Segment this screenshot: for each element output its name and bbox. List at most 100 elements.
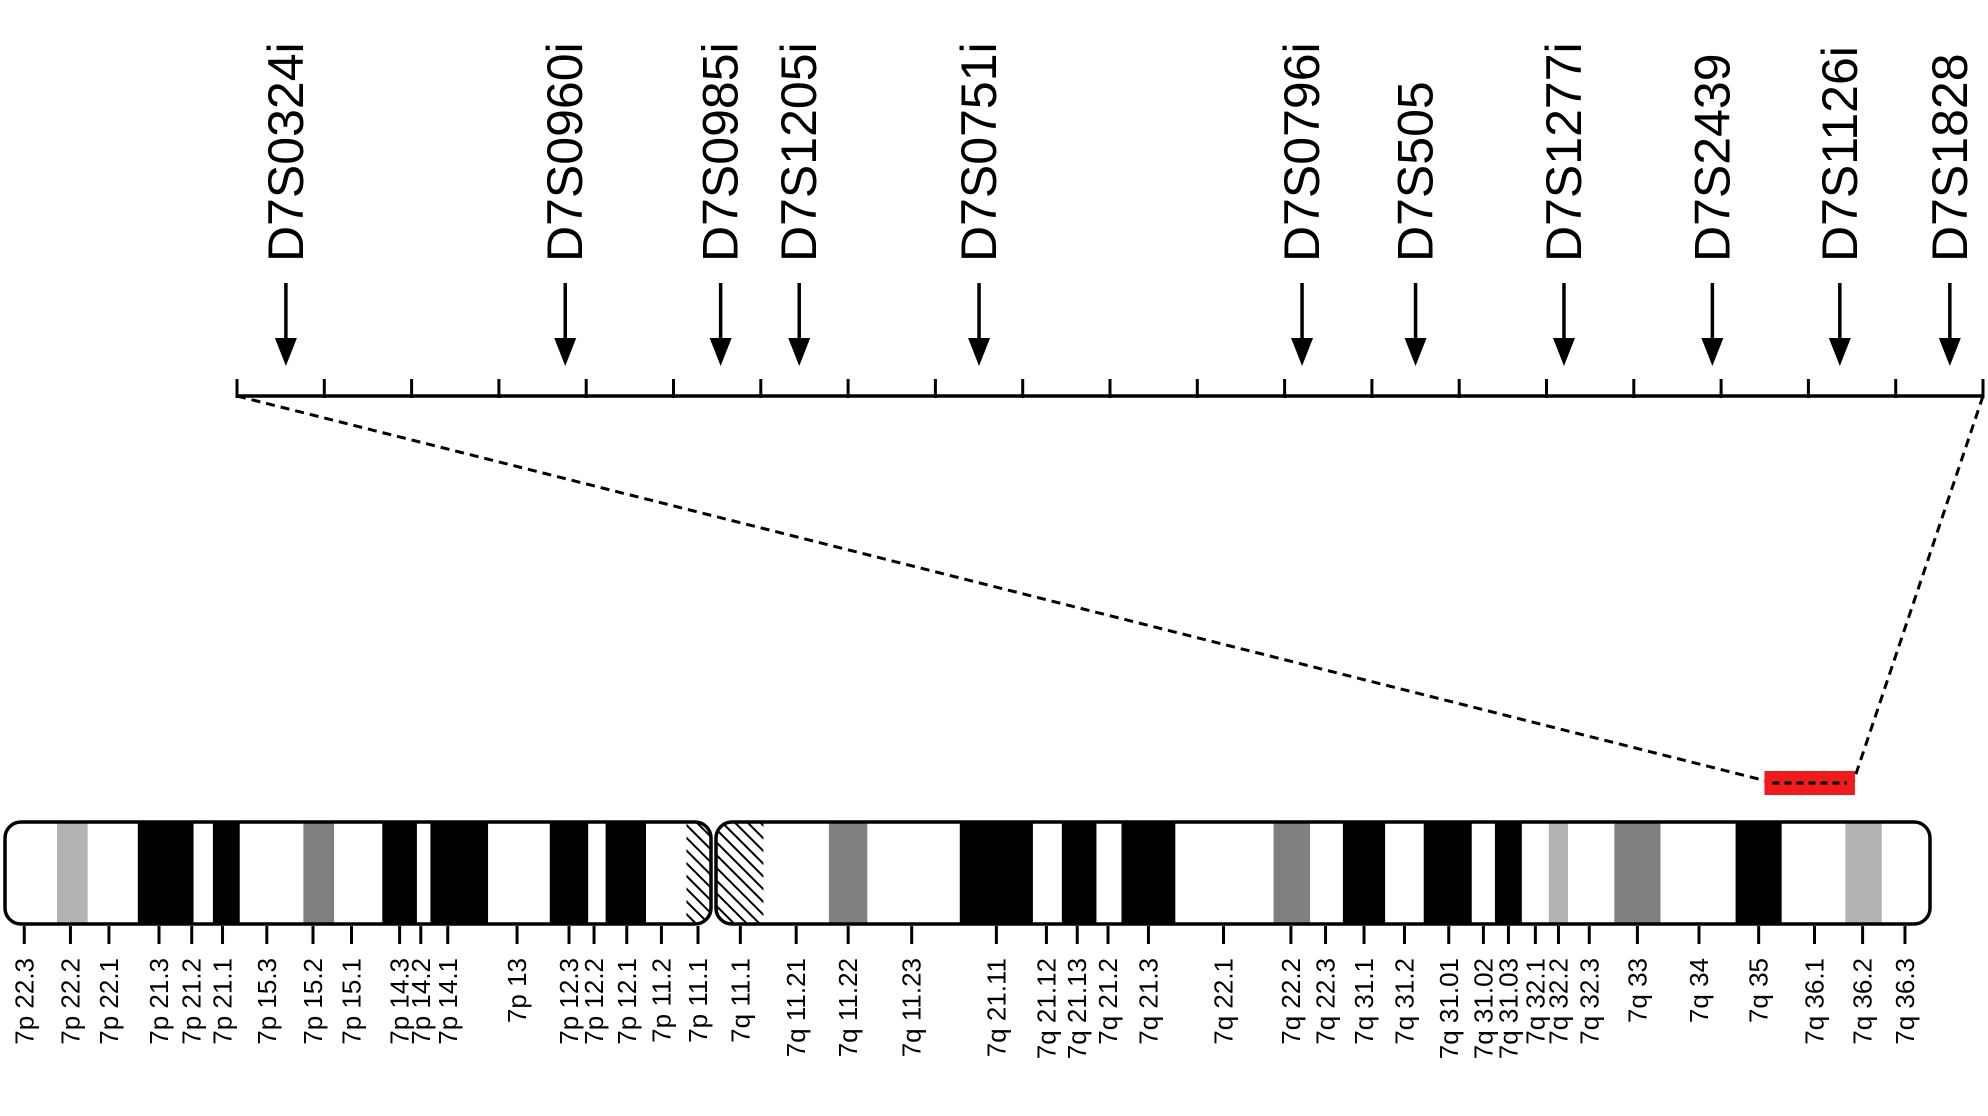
band-7q-21_3 <box>1121 822 1176 924</box>
marker-arrowhead <box>709 338 732 366</box>
band-label: 7q 11.22 <box>833 958 863 1057</box>
band-7p-14_2 <box>416 822 431 924</box>
marker-label: D7S0960i <box>537 42 593 262</box>
band-label: 7p 14.1 <box>433 958 463 1045</box>
band-label: 7q 36.2 <box>1848 958 1878 1045</box>
band-7q-31_2 <box>1385 822 1424 924</box>
band-7q-11_22 <box>828 822 868 924</box>
band-7p-12_1 <box>605 822 647 924</box>
band-label: 7q 22.2 <box>1276 958 1306 1045</box>
band-label: 7p 12.1 <box>612 958 642 1045</box>
marker-label: D7S0751i <box>951 42 1007 262</box>
band-7q-31_02 <box>1471 822 1495 924</box>
band-7p-11_2 <box>646 822 687 924</box>
marker-arrowhead <box>1828 338 1851 366</box>
marker-arrowhead <box>1291 338 1314 366</box>
marker-label: D7S0324i <box>258 42 314 262</box>
band-7q-22_1 <box>1175 822 1274 924</box>
band-label: 7q 22.3 <box>1311 958 1341 1045</box>
zoom-line-right <box>1851 395 1985 784</box>
band-label: 7q 36.3 <box>1890 958 1920 1045</box>
marker-label: D7S2439 <box>1684 54 1740 263</box>
band-7p-13 <box>488 822 550 924</box>
band-label: 7q 21.12 <box>1031 958 1061 1059</box>
band-label: 7q 32.2 <box>1543 958 1573 1045</box>
band-label: 7p 21.2 <box>177 958 207 1045</box>
band-label: 7p 14.2 <box>406 958 436 1045</box>
band-label: 7p 12.3 <box>554 958 584 1045</box>
band-7q-22_2 <box>1273 822 1311 924</box>
band-label: 7p 15.3 <box>252 958 282 1045</box>
band-7p-15_3 <box>239 822 304 924</box>
band-7q-21_2 <box>1096 822 1122 924</box>
marker-label: D7S1828 <box>1922 54 1978 263</box>
band-7p-15_2 <box>303 822 335 924</box>
marker-arrowhead <box>1938 338 1961 366</box>
marker-arrowhead <box>1552 338 1575 366</box>
band-label: 7p 21.3 <box>144 958 174 1045</box>
q-arm <box>717 822 1930 924</box>
band-7p-21_2 <box>193 822 213 924</box>
band-label: 7q 36.1 <box>1800 958 1830 1045</box>
marker-arrowhead <box>274 338 297 366</box>
band-7q-21_11 <box>959 822 1033 924</box>
band-label: 7q 34 <box>1684 958 1714 1023</box>
scale-bar <box>235 379 1985 398</box>
band-7q-21_13 <box>1061 822 1097 924</box>
marker-arrowhead <box>788 338 811 366</box>
marker-arrows: D7S0324i D7S0960i D7S0985i D7S1205i D7S0751i… <box>258 42 1978 366</box>
band-label: 7p 22.3 <box>9 958 39 1045</box>
band-label: 7q 21.11 <box>981 958 1011 1057</box>
band-7p-12_3 <box>549 822 589 924</box>
marker-arrowhead <box>968 338 991 366</box>
band-label: 7p 15.2 <box>298 958 328 1045</box>
band-label: 7p 22.1 <box>94 958 124 1045</box>
band-7q-31_01 <box>1423 822 1472 924</box>
band-7p-11_1 <box>686 822 711 924</box>
band-7q-32_1 <box>1521 822 1549 924</box>
band-7q-11_1 <box>717 822 764 924</box>
band-label: 7q 31.03 <box>1493 958 1523 1059</box>
marker-label: D7S1277i <box>1536 42 1592 262</box>
marker-label: D7S0796i <box>1274 42 1330 262</box>
band-7q-31_1 <box>1342 822 1386 924</box>
band-7q-36_2 <box>1845 822 1882 924</box>
band-7q-34 <box>1660 822 1736 924</box>
band-label: 7q 32.3 <box>1574 958 1604 1045</box>
band-label: 7q 32.1 <box>1520 958 1550 1045</box>
band-7q-33 <box>1614 822 1661 924</box>
band-label: 7q 21.3 <box>1133 958 1163 1045</box>
band-7q-11_21 <box>763 822 829 924</box>
band-7q-21_12 <box>1032 822 1062 924</box>
band-7q-11_23 <box>867 822 960 924</box>
band-labels: 7p 22.3 7p 22.2 7p 22.1 7p 21.3 7p 21.2 7p 21… <box>9 926 1920 1059</box>
band-7p-22_2 <box>56 822 88 924</box>
band-7p-22_3 <box>5 822 57 924</box>
marker-arrowhead <box>1701 338 1724 366</box>
band-7p-14_3 <box>382 822 417 924</box>
band-label: 7p 21.1 <box>208 958 238 1045</box>
p-arm-outline <box>3 820 713 926</box>
band-label: 7q 31.02 <box>1468 958 1498 1059</box>
band-7q-22_3 <box>1310 822 1343 924</box>
band-label: 7p 12.2 <box>579 958 609 1045</box>
band-7p-15_1 <box>334 822 383 924</box>
band-label: 7q 31.1 <box>1349 958 1379 1045</box>
band-7p-22_1 <box>87 822 138 924</box>
marker-label: D7S0985i <box>693 42 749 262</box>
band-label: 7p 14.3 <box>385 958 415 1045</box>
band-label: 7p 13 <box>502 958 532 1023</box>
band-7q-32_3 <box>1568 822 1615 924</box>
band-label: 7p 11.1 <box>683 958 713 1043</box>
zoom-connector <box>236 394 1985 785</box>
band-7q-31_03 <box>1494 822 1522 924</box>
band-7p-21_3 <box>137 822 194 924</box>
band-label: 7q 33 <box>1622 958 1652 1023</box>
marker-label: D7S505 <box>1388 81 1444 262</box>
q-arm-outline <box>714 820 1932 926</box>
band-label: 7q 11.23 <box>897 958 927 1057</box>
p-arm <box>5 822 711 924</box>
band-label: 7q 31.2 <box>1389 958 1419 1045</box>
band-label: 7p 22.2 <box>55 958 85 1045</box>
